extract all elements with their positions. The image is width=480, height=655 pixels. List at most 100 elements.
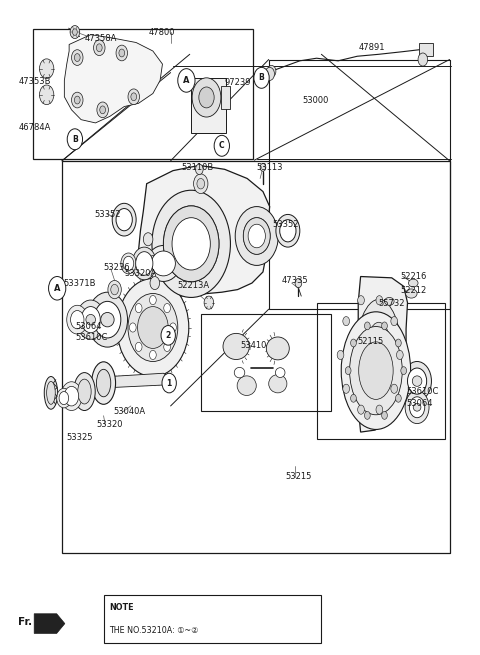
Ellipse shape — [276, 367, 285, 377]
Text: 2: 2 — [166, 331, 171, 340]
Circle shape — [195, 164, 203, 174]
Circle shape — [163, 206, 219, 282]
Bar — [201, 314, 331, 411]
Text: 52212: 52212 — [400, 286, 427, 295]
Circle shape — [214, 136, 229, 157]
Text: THE NO.53210A: ①~②: THE NO.53210A: ①~② — [109, 626, 199, 635]
Ellipse shape — [78, 379, 91, 404]
Circle shape — [350, 339, 356, 347]
Circle shape — [72, 92, 83, 108]
Circle shape — [164, 343, 170, 352]
Circle shape — [130, 323, 136, 332]
Circle shape — [150, 276, 159, 290]
Circle shape — [260, 164, 266, 172]
Text: 47335: 47335 — [282, 276, 309, 285]
Circle shape — [116, 45, 128, 61]
Text: 97239: 97239 — [225, 78, 251, 87]
Circle shape — [162, 373, 176, 393]
Circle shape — [382, 411, 387, 419]
Circle shape — [376, 405, 383, 414]
Ellipse shape — [413, 403, 421, 411]
Circle shape — [150, 350, 156, 360]
Circle shape — [197, 178, 204, 189]
Polygon shape — [358, 276, 408, 432]
Circle shape — [100, 106, 106, 114]
Circle shape — [164, 303, 170, 312]
Text: 53040A: 53040A — [113, 407, 145, 417]
Circle shape — [204, 296, 214, 309]
Text: 53113: 53113 — [257, 163, 283, 172]
Circle shape — [345, 367, 351, 375]
Circle shape — [163, 206, 219, 282]
Text: 53610C: 53610C — [75, 333, 107, 343]
Circle shape — [364, 411, 370, 419]
Bar — [420, 43, 433, 56]
Circle shape — [94, 301, 121, 338]
Text: 53352: 53352 — [273, 219, 299, 229]
Text: B: B — [72, 135, 78, 143]
Text: 52115: 52115 — [357, 337, 384, 346]
Text: 53320: 53320 — [96, 420, 123, 429]
Text: Fr.: Fr. — [18, 616, 33, 627]
Circle shape — [178, 69, 195, 92]
Ellipse shape — [412, 376, 422, 386]
Circle shape — [267, 66, 276, 77]
Circle shape — [116, 208, 132, 231]
Circle shape — [72, 50, 83, 66]
Ellipse shape — [47, 381, 55, 404]
Circle shape — [74, 96, 80, 104]
Ellipse shape — [74, 373, 95, 411]
Circle shape — [138, 307, 168, 348]
Circle shape — [128, 293, 178, 362]
Text: 47891: 47891 — [359, 43, 385, 52]
Ellipse shape — [341, 312, 410, 430]
Circle shape — [112, 203, 136, 236]
Circle shape — [152, 190, 230, 297]
Ellipse shape — [223, 333, 249, 360]
Bar — [104, 595, 322, 643]
Text: 53320A: 53320A — [124, 269, 156, 278]
Circle shape — [409, 397, 425, 418]
Text: 53410: 53410 — [240, 341, 266, 350]
Circle shape — [396, 339, 401, 347]
Circle shape — [280, 219, 296, 242]
Circle shape — [265, 67, 275, 81]
Circle shape — [343, 316, 349, 326]
Circle shape — [235, 206, 278, 265]
Circle shape — [276, 214, 300, 247]
Ellipse shape — [269, 375, 287, 393]
Ellipse shape — [359, 342, 393, 400]
Circle shape — [135, 303, 142, 312]
Circle shape — [72, 29, 77, 35]
Text: 47800: 47800 — [149, 28, 176, 37]
Circle shape — [405, 391, 429, 424]
Ellipse shape — [96, 369, 111, 397]
Circle shape — [172, 217, 210, 270]
Circle shape — [74, 54, 80, 62]
Ellipse shape — [384, 297, 394, 305]
Polygon shape — [110, 373, 170, 388]
Bar — [317, 303, 445, 439]
Circle shape — [161, 326, 175, 345]
Ellipse shape — [266, 337, 289, 360]
Circle shape — [337, 350, 344, 360]
Circle shape — [343, 384, 349, 394]
Circle shape — [70, 26, 80, 39]
Circle shape — [148, 255, 157, 269]
Bar — [33, 29, 253, 159]
Circle shape — [39, 59, 54, 79]
Text: 53215: 53215 — [286, 472, 312, 481]
Circle shape — [131, 93, 137, 101]
Polygon shape — [269, 60, 450, 309]
Circle shape — [67, 305, 88, 334]
Text: 53064: 53064 — [407, 399, 433, 408]
Circle shape — [408, 368, 427, 394]
Bar — [221, 86, 230, 109]
Ellipse shape — [234, 367, 245, 378]
Circle shape — [248, 224, 265, 248]
Circle shape — [64, 386, 79, 406]
Circle shape — [396, 394, 401, 402]
Circle shape — [144, 233, 153, 246]
Circle shape — [108, 280, 121, 299]
Text: C: C — [219, 141, 225, 150]
